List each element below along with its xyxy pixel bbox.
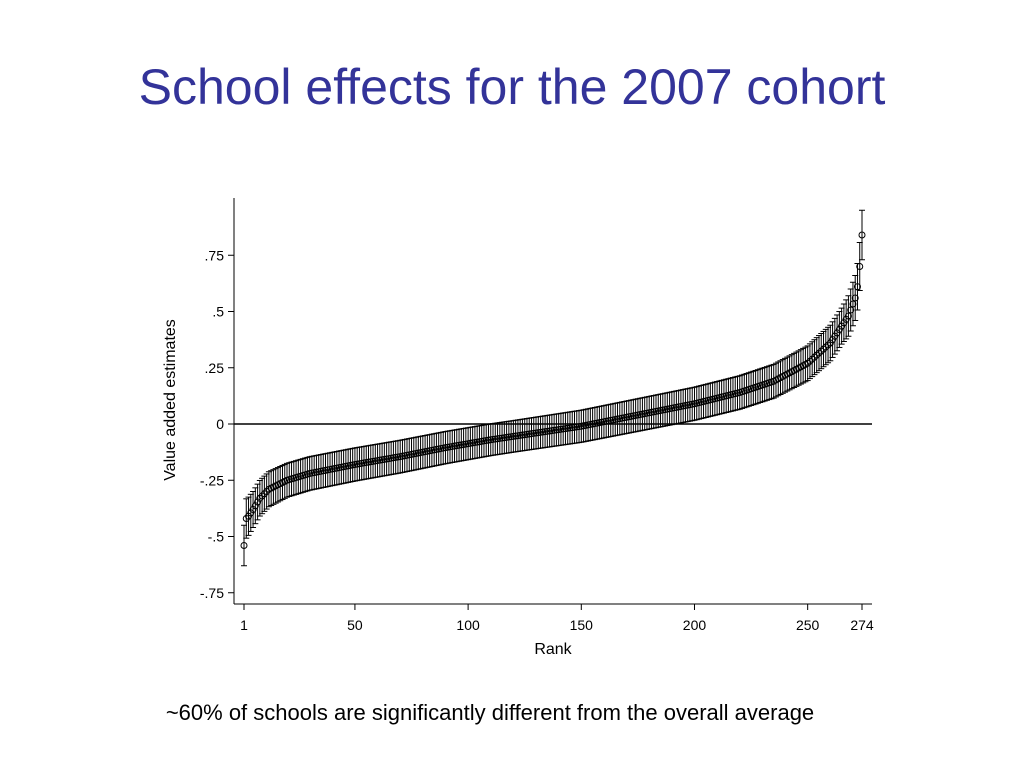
estimate-point xyxy=(810,353,818,361)
estimate-point xyxy=(822,343,830,351)
x-tick-label: 100 xyxy=(456,617,480,633)
school-estimate xyxy=(851,275,859,321)
estimate-point xyxy=(844,312,852,320)
estimate-point xyxy=(806,357,814,365)
slide-caption: ~60% of schools are significantly differ… xyxy=(165,700,815,725)
estimate-point xyxy=(258,492,266,500)
estimate-point xyxy=(858,231,866,239)
x-tick-label: 200 xyxy=(683,617,707,633)
y-tick-label: -.5 xyxy=(208,529,225,545)
chart-marks xyxy=(240,209,866,567)
school-estimate xyxy=(847,288,855,332)
school-estimate xyxy=(844,295,852,337)
school-estimate xyxy=(720,379,728,414)
y-tick-label: -.25 xyxy=(200,472,224,488)
school-estimate xyxy=(858,209,866,261)
school-estimate xyxy=(849,281,857,327)
estimate-point xyxy=(851,294,859,302)
school-estimate xyxy=(281,463,289,499)
x-tick-label: 274 xyxy=(850,617,874,633)
school-estimate xyxy=(727,377,735,412)
school-estimate xyxy=(842,299,850,340)
x-axis-label: Rank xyxy=(534,641,572,658)
estimate-point xyxy=(824,341,832,349)
x-tick-label: 50 xyxy=(347,617,363,633)
x-tick-label: 150 xyxy=(570,617,594,633)
estimate-point xyxy=(813,351,821,359)
estimate-point xyxy=(849,300,857,308)
y-tick-label: .5 xyxy=(212,304,224,320)
school-estimate xyxy=(700,384,708,419)
chart-axes: -.75-.5-.250.25.5.751 50 100 150 200 250 274 xyxy=(200,198,874,633)
estimate-point xyxy=(249,506,257,513)
estimate-point xyxy=(856,263,864,270)
school-estimate xyxy=(736,375,744,410)
estimate-point xyxy=(251,502,259,510)
estimate-point xyxy=(240,542,248,549)
y-tick-label: .75 xyxy=(205,247,225,263)
school-estimate xyxy=(297,458,305,494)
estimate-point xyxy=(817,347,825,355)
y-tick-label: 0 xyxy=(216,416,224,432)
x-tick-label: 1 xyxy=(240,617,248,633)
estimate-point xyxy=(260,490,268,498)
estimate-point xyxy=(820,345,828,353)
estimate-point xyxy=(242,515,250,522)
slide-title: School effects for the 2007 cohort xyxy=(138,59,886,115)
estimate-point xyxy=(853,283,861,291)
x-tick-label: 250 xyxy=(796,617,820,633)
estimate-point xyxy=(847,306,855,314)
y-tick-label: .25 xyxy=(205,360,225,376)
y-tick-label: -.75 xyxy=(200,585,224,601)
estimate-point xyxy=(808,355,816,363)
estimate-point xyxy=(254,498,262,506)
estimate-point xyxy=(256,494,264,502)
estimate-point xyxy=(804,359,812,367)
school-estimate xyxy=(756,368,764,404)
estimate-point xyxy=(263,488,271,495)
school-estimate xyxy=(724,378,732,413)
school-estimate xyxy=(251,487,259,525)
y-axis-label: Value added estimates xyxy=(162,319,179,481)
estimate-point xyxy=(815,349,823,357)
